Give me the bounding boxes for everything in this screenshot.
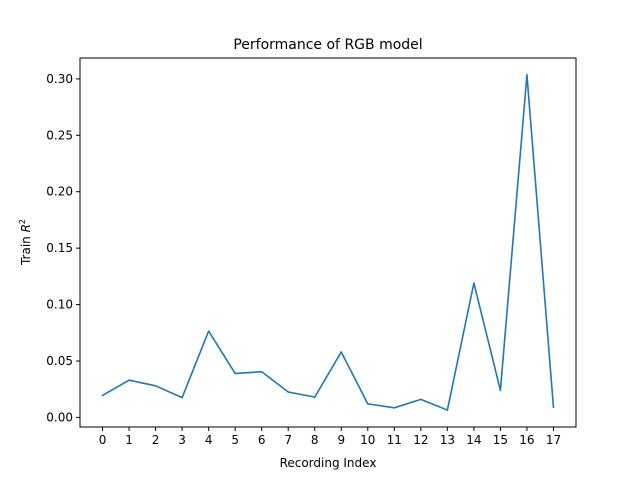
x-tick-label: 4 [205, 433, 213, 447]
x-tick-label: 11 [387, 433, 402, 447]
data-point [552, 406, 555, 409]
data-point [420, 398, 422, 401]
data-point [287, 391, 290, 393]
y-tick-label: 0.05 [46, 354, 73, 368]
data-point [207, 330, 210, 332]
x-tick-label: 3 [178, 433, 186, 447]
data-point [340, 351, 343, 353]
data-point [473, 282, 475, 284]
y-axis-label-sup: 2 [18, 219, 27, 224]
data-point [181, 396, 183, 399]
data-point [260, 370, 263, 373]
x-axis-label: Recording Index [280, 456, 377, 470]
x-tick-label: 17 [546, 433, 561, 447]
data-point [366, 403, 369, 405]
axes-frame [79, 57, 577, 428]
y-tick-label: 0.10 [46, 298, 73, 312]
y-tick-label: 0.15 [46, 241, 73, 255]
data-point [313, 396, 316, 398]
y-tick-label: 0.20 [46, 185, 73, 199]
data-point [446, 409, 449, 411]
x-tick-label: 16 [519, 433, 534, 447]
y-tick-label: 0.30 [46, 72, 73, 86]
x-tick-label: 9 [337, 433, 345, 447]
x-tick-label: 1 [125, 433, 133, 447]
x-tick-label: 15 [493, 433, 508, 447]
x-tick-label: 8 [311, 433, 319, 447]
data-point [526, 74, 528, 76]
y-tick-label: 0.00 [46, 410, 73, 424]
y-axis-label-prefix: Train [19, 232, 33, 266]
data-point [234, 372, 236, 375]
data-point [393, 407, 396, 409]
data-point [128, 379, 130, 381]
x-tick-label: 7 [284, 433, 292, 447]
x-tick-label: 13 [440, 433, 455, 447]
x-tick-label: 12 [413, 433, 428, 447]
x-tick-label: 10 [360, 433, 375, 447]
x-tick-label: 2 [152, 433, 160, 447]
chart-title: Performance of RGB model [233, 37, 422, 53]
series-line-0 [101, 74, 555, 411]
x-tick-label: 6 [258, 433, 266, 447]
data-point [154, 385, 157, 387]
x-tick-label: 14 [466, 433, 481, 447]
data-point [499, 389, 502, 392]
plot-area: 0 1 2 3 4 5 6 7 8 9 10 11 12 13 14 15 16 170.000.050.100.… [46, 57, 577, 447]
data-point [101, 394, 104, 397]
y-axis-label: Train R2 [18, 219, 33, 266]
y-tick-label: 0.25 [46, 128, 73, 142]
y-axis-label-var: R [19, 224, 33, 232]
x-tick-label: 0 [99, 433, 107, 447]
x-tick-label: 5 [231, 433, 239, 447]
